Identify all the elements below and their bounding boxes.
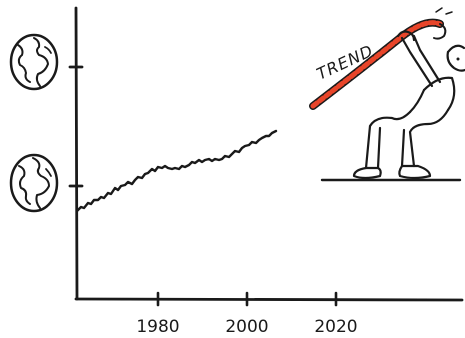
trend-line: [75, 129, 278, 213]
x-tick-labels: 1980 2000 2020: [136, 317, 357, 337]
globe-icon-upper: [9, 33, 59, 91]
cartoon-person-icon: [352, 30, 465, 180]
x-tick-label-2020: 2020: [314, 317, 357, 337]
x-tick-label-1980: 1980: [136, 317, 179, 337]
axes: [68, 6, 464, 307]
trend-rope: [309, 7, 453, 110]
x-tick-label-2000: 2000: [225, 317, 268, 337]
globe-icon-lower: [9, 153, 59, 213]
y-axis: [74, 6, 79, 301]
x-axis: [74, 297, 464, 302]
